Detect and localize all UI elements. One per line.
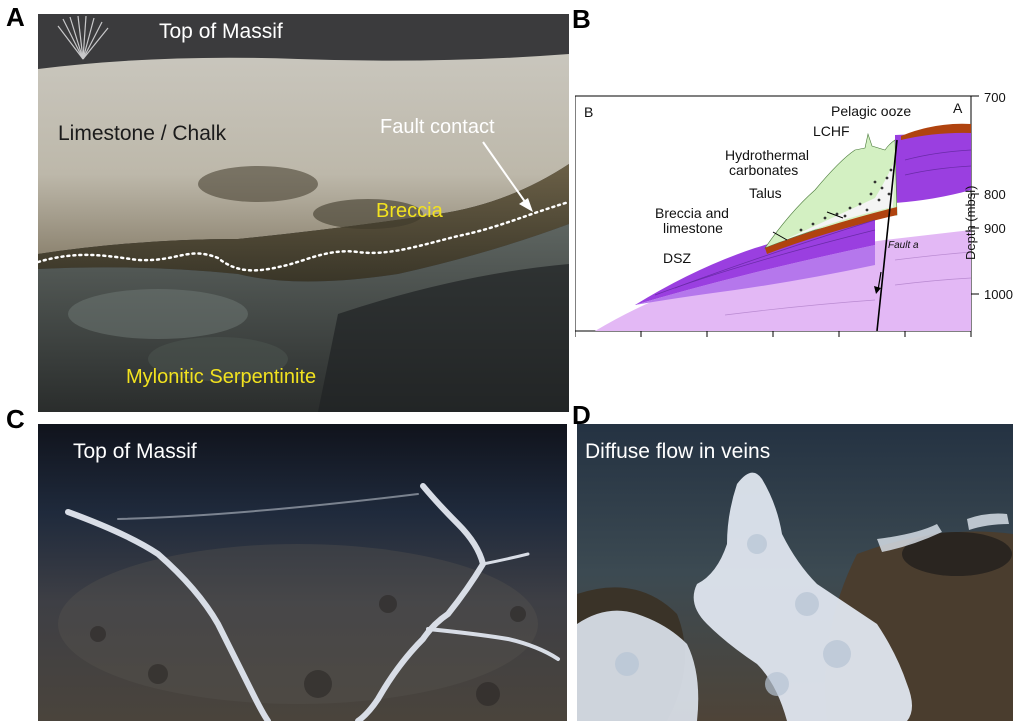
label-breccia: Breccia — [376, 200, 443, 222]
label-top-of-massif-c: Top of Massif — [73, 440, 197, 463]
panel-letter-b: B — [572, 4, 591, 34]
label-diffuse-flow: Diffuse flow in veins — [585, 440, 771, 463]
label-lchf: LCHF — [813, 123, 850, 139]
corner-label-left: B — [584, 104, 594, 120]
label-carbonates: carbonates — [729, 162, 799, 178]
label-fault-a: Fault a — [888, 240, 919, 251]
label-limestone: Limestone / Chalk — [58, 122, 227, 145]
fault-arrow — [482, 141, 529, 207]
label-fault-contact: Fault contact — [380, 116, 495, 138]
photo-a-outcrop: Top of Massif Limestone / Chalk Fault co… — [38, 14, 569, 412]
geologic-cross-section: B A Pelagic ooze LCHF Hydrothermal carbo… — [574, 90, 1030, 350]
depth-tick-800: 800 — [984, 187, 1006, 202]
label-top-of-massif-a: Top of Massif — [159, 20, 283, 43]
label-hydrothermal: Hydrothermal — [725, 147, 810, 163]
photo-d-diffuse-flow: Diffuse flow in veins — [577, 424, 1013, 721]
depth-tick-1000: 1000 — [984, 287, 1013, 302]
depth-axis-label: Depth (mbsl) — [963, 185, 978, 260]
label-pelagic-ooze: Pelagic ooze — [831, 103, 912, 119]
corner-label-right: A — [953, 100, 963, 116]
fault-line — [876, 139, 898, 332]
label-mylonitic-serpentinite: Mylonitic Serpentinite — [126, 366, 317, 388]
white-veins — [65, 483, 560, 721]
coral-fan — [57, 15, 109, 60]
panel-letter-d: D — [572, 400, 591, 430]
label-limestone-b: limestone — [663, 220, 723, 236]
depth-tick-900: 900 — [984, 221, 1006, 236]
label-dsz: DSZ — [663, 250, 691, 266]
depth-tick-700: 700 — [984, 90, 1006, 105]
outcrop-scene — [38, 14, 569, 412]
seafloor-scene-d — [577, 424, 1013, 721]
photo-c-massif-top: Top of Massif — [38, 424, 567, 721]
panel-letter-c: C — [6, 404, 25, 434]
seafloor-scene-c — [38, 424, 567, 721]
contact-line — [38, 200, 569, 272]
cross-section-svg — [574, 95, 979, 337]
label-talus: Talus — [749, 185, 782, 201]
panel-letter-a: A — [6, 2, 25, 32]
label-breccia-and: Breccia and — [655, 205, 729, 221]
